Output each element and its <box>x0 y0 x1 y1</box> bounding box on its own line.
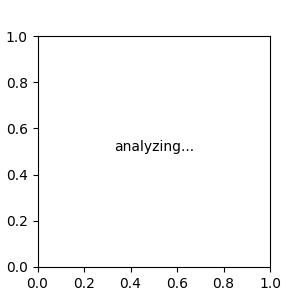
Text: analyzing...: analyzing... <box>114 140 194 154</box>
